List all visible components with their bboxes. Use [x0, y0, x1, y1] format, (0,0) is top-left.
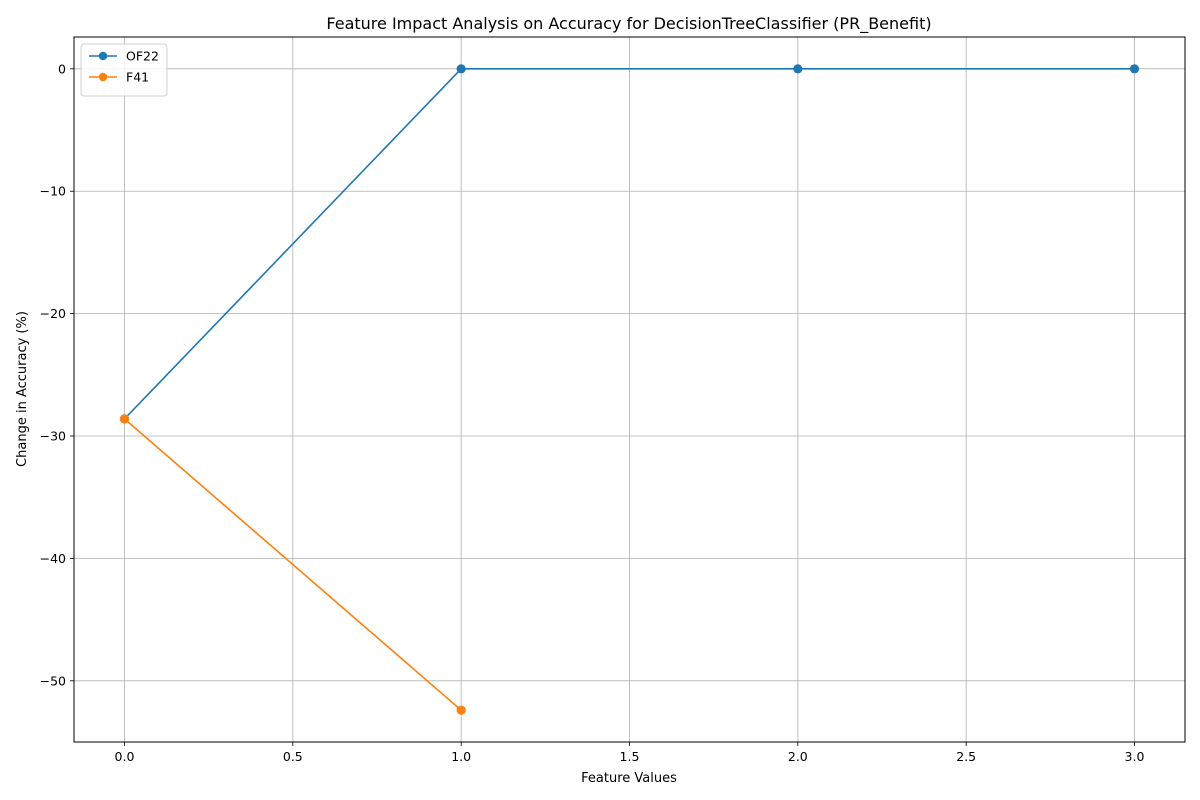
data-point-f41 [119, 414, 130, 424]
y-tick-label: −40 [40, 551, 66, 566]
y-axis-label: Change in Accuracy (%) [15, 311, 30, 467]
x-axis-label: Feature Values [581, 771, 677, 786]
y-tick-label: −50 [40, 673, 66, 688]
x-tick-label: 1.5 [620, 749, 640, 764]
chart-title: Feature Impact Analysis on Accuracy for … [326, 14, 931, 34]
ticks: 0.0 0.5 1.0 1.5 2.0 2.5 3.0 0 −10 −20 −30 −40 −50 [40, 61, 1145, 764]
y-tick-label: −20 [40, 306, 66, 321]
x-tick-label: 3.0 [1125, 749, 1145, 764]
x-tick-label: 2.5 [956, 749, 976, 764]
x-tick-label: 2.0 [788, 749, 808, 764]
x-tick-label: 0.5 [283, 749, 303, 764]
series-line-of22 [123, 68, 1135, 420]
legend-marker [98, 72, 108, 82]
data-point-of22 [456, 64, 466, 74]
y-tick-label: −10 [40, 184, 66, 199]
legend-marker [98, 51, 108, 61]
y-tick-label: 0 [58, 61, 66, 76]
legend: OF22 F41 [80, 43, 168, 97]
x-tick-label: 0.0 [115, 749, 135, 764]
legend-label: F41 [126, 70, 149, 85]
legend-label: OF22 [126, 49, 159, 64]
data-point-of22 [1129, 64, 1140, 74]
data-point-of22 [793, 64, 803, 74]
x-tick-label: 1.0 [451, 749, 471, 764]
series-f41 [119, 414, 466, 715]
grid [74, 37, 1185, 742]
data-point-f41 [456, 705, 466, 715]
series-layer [119, 64, 1140, 715]
legend-item-f41: F41 [89, 70, 149, 85]
y-tick-label: −30 [40, 429, 66, 444]
legend-item-of22: OF22 [89, 49, 159, 64]
series-line-f41 [123, 418, 462, 711]
